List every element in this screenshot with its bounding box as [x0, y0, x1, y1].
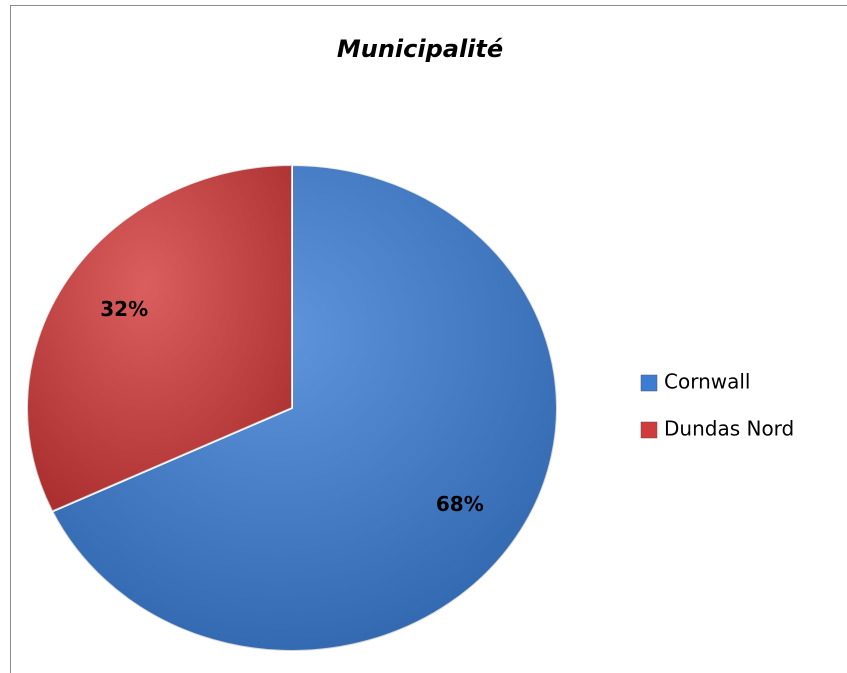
- legend-label: Dundas Nord: [664, 417, 794, 441]
- data-label: 32%: [100, 297, 148, 321]
- data-label: 68%: [436, 492, 484, 516]
- chart-title: Municipalité: [337, 35, 503, 63]
- legend-swatch: [640, 421, 658, 439]
- legend-swatch: [640, 374, 658, 392]
- legend-label: Cornwall: [664, 370, 750, 394]
